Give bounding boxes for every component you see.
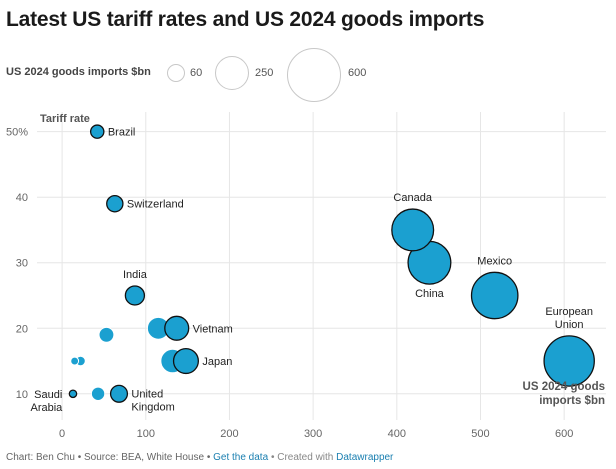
x-axis-title-line: US 2024 goods xyxy=(523,381,605,393)
label-line: China xyxy=(415,288,445,300)
point-labels: Brazil Switzerland India Vietnam Japan Saudi A… xyxy=(31,127,594,414)
bubble-united-kingdom xyxy=(109,384,129,403)
y-tick-label: 50% xyxy=(6,127,28,139)
legend-circle-large xyxy=(287,48,341,102)
legend-circle-small xyxy=(167,64,185,82)
label-line: Switzerland xyxy=(127,199,184,211)
x-tick-label: 300 xyxy=(304,428,322,440)
label-brazil: Brazil xyxy=(108,127,136,139)
y-tick-label: 20 xyxy=(16,323,28,335)
label-switzerland: Switzerland xyxy=(127,199,184,211)
get-the-data-link[interactable]: Get the data xyxy=(213,452,269,463)
label-line: Canada xyxy=(393,192,432,204)
bubble xyxy=(98,326,115,343)
legend-circle-medium xyxy=(215,56,249,90)
label-line: Union xyxy=(555,319,584,331)
bubble-japan xyxy=(172,347,200,375)
y-tick-label: 30 xyxy=(16,258,28,270)
label-line: European xyxy=(545,306,593,318)
x-tick-label: 500 xyxy=(471,428,489,440)
label-japan: Japan xyxy=(202,356,232,368)
axis-labels: 0 100 200 300 400 500 600 10 20 30 40 50% Tariff rat… xyxy=(6,113,605,440)
label-line: United xyxy=(131,388,163,400)
x-tick-label: 100 xyxy=(137,428,155,440)
bubble-brazil xyxy=(89,124,105,139)
label-line: Mexico xyxy=(477,255,512,267)
bubble-vietnam xyxy=(164,315,190,341)
chart-footer: Chart: Ben Chu • Source: BEA, White Hous… xyxy=(6,452,393,463)
label-line: Japan xyxy=(202,356,232,368)
x-tick-label: 0 xyxy=(59,428,65,440)
datawrapper-link[interactable]: Datawrapper xyxy=(336,452,394,463)
y-tick-label: 10 xyxy=(16,389,28,401)
label-european-union: European Union xyxy=(545,306,593,331)
size-legend-label: US 2024 goods imports $bn xyxy=(6,66,151,78)
bubble-european-union xyxy=(543,335,595,387)
label-india: India xyxy=(123,269,148,281)
legend-value-large: 600 xyxy=(348,67,367,79)
bubble xyxy=(90,386,106,401)
size-legend: US 2024 goods imports $bn 60 250 600 xyxy=(0,48,616,106)
bubble-switzerland xyxy=(106,194,124,213)
label-saudi-arabia: Saudi Arabia xyxy=(31,389,64,414)
label-line: Brazil xyxy=(108,127,136,139)
legend-value-small: 60 xyxy=(190,67,203,79)
bubble xyxy=(70,356,80,366)
x-tick-label: 200 xyxy=(220,428,238,440)
bubbles xyxy=(68,124,595,403)
label-line: India xyxy=(123,269,148,281)
bubble-india xyxy=(124,285,146,306)
label-line: Vietnam xyxy=(193,323,233,335)
bubble-saudi-arabia xyxy=(68,389,78,399)
label-vietnam: Vietnam xyxy=(193,323,233,335)
bubble-mexico xyxy=(470,271,519,320)
legend-value-medium: 250 xyxy=(255,67,274,79)
x-axis-title-line: imports $bn xyxy=(539,395,605,407)
label-mexico: Mexico xyxy=(477,255,512,267)
x-tick-label: 400 xyxy=(388,428,406,440)
label-line: Arabia xyxy=(31,402,64,414)
chart-title: Latest US tariff rates and US 2024 goods… xyxy=(6,8,485,31)
label-line: Kingdom xyxy=(131,401,174,413)
x-tick-label: 600 xyxy=(555,428,573,440)
y-axis-title: Tariff rate xyxy=(40,113,90,125)
label-united-kingdom: United Kingdom xyxy=(131,388,174,413)
footer-created-with: • Created with xyxy=(270,452,334,463)
scatter-chart: Brazil Switzerland India Vietnam Japan Saudi A… xyxy=(6,112,606,440)
label-line: Saudi xyxy=(34,389,62,401)
label-canada: Canada xyxy=(393,192,432,204)
x-axis-title: US 2024 goods imports $bn xyxy=(523,381,605,407)
label-china: China xyxy=(415,288,445,300)
footer-credit: Chart: Ben Chu • Source: BEA, White Hous… xyxy=(6,452,211,463)
y-tick-label: 40 xyxy=(16,192,28,204)
bubble-canada xyxy=(391,208,435,252)
grid-lines xyxy=(37,112,606,420)
